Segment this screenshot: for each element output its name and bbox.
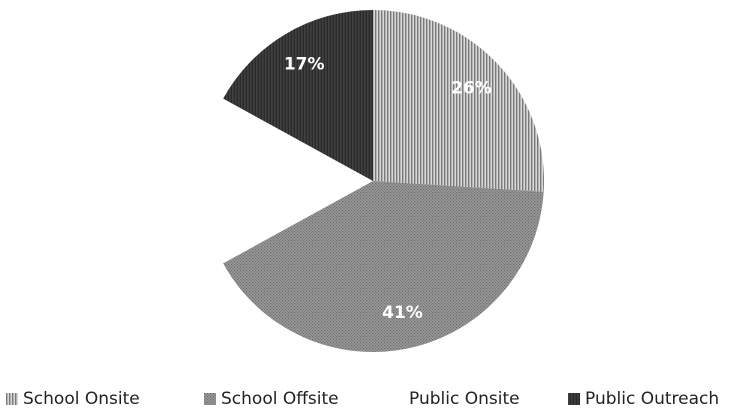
- legend-label-public-onsite: Public Onsite: [409, 389, 520, 409]
- legend-label-school-offsite: School Offsite: [221, 389, 339, 409]
- legend-swatch-school-onsite: [6, 393, 18, 405]
- pie-slice-public-outreach: [223, 10, 373, 181]
- pie-slice-labels: 26% 41% 17%: [284, 55, 492, 323]
- pie-slice-school-onsite: [373, 10, 544, 192]
- slice-label-public-outreach: 17%: [284, 55, 325, 75]
- legend-label-public-outreach: Public Outreach: [585, 389, 719, 409]
- legend-label-school-onsite: School Onsite: [23, 389, 140, 409]
- legend-swatch-school-offsite: [204, 393, 216, 405]
- legend: School Onsite School Offsite Public Onsite…: [6, 389, 719, 409]
- slice-label-school-offsite: 41%: [382, 303, 423, 323]
- legend-swatch-public-onsite: [392, 393, 404, 405]
- pie-slices: [223, 10, 544, 352]
- slice-label-school-onsite: 26%: [451, 79, 492, 99]
- pie-slice-school-offsite: [223, 181, 544, 352]
- legend-swatch-public-outreach: [568, 393, 580, 405]
